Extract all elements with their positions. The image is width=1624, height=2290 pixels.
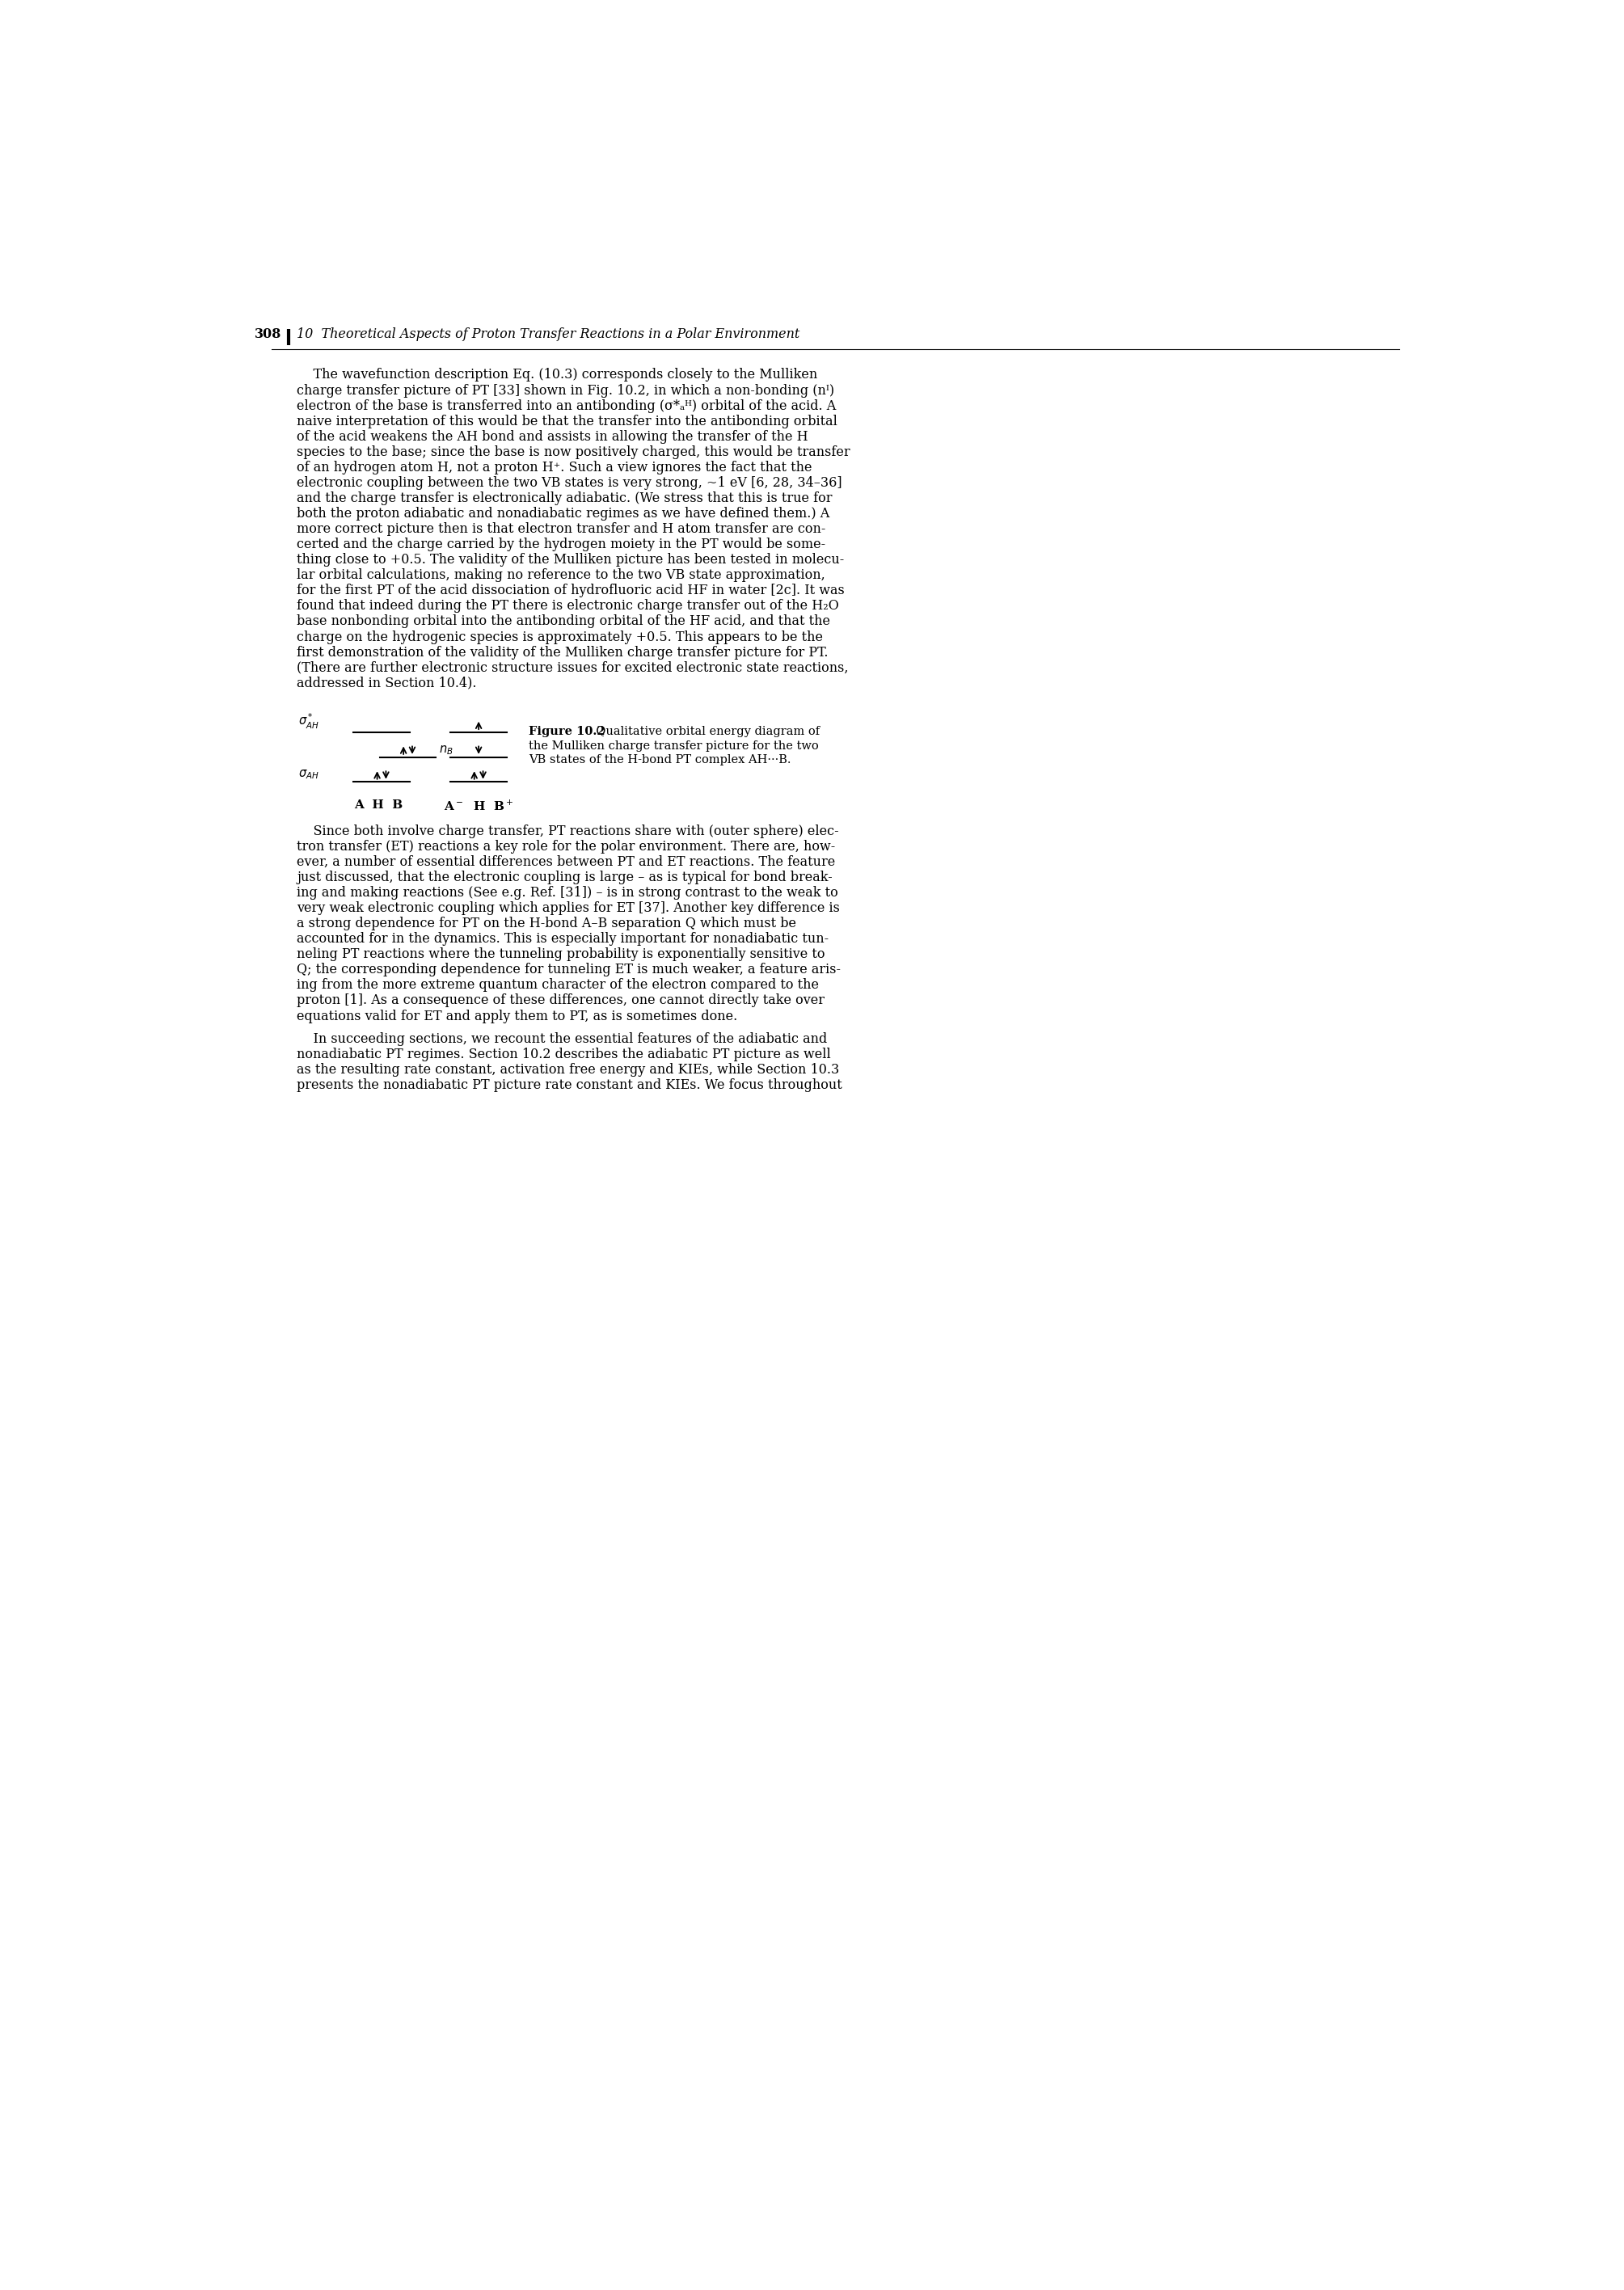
Text: Since both involve charge transfer, PT reactions share with (outer sphere) elec-: Since both involve charge transfer, PT r… [297,824,840,838]
Text: neling PT reactions where the tunneling probability is exponentially sensitive t: neling PT reactions where the tunneling … [297,948,825,962]
Text: $\sigma_{AH}$: $\sigma_{AH}$ [299,767,318,781]
Text: equations valid for ET and apply them to PT, as is sometimes done.: equations valid for ET and apply them to… [297,1010,737,1024]
Text: electronic coupling between the two VB states is very strong, ~1 eV [6, 28, 34–3: electronic coupling between the two VB s… [297,476,843,490]
Text: ever, a number of essential differences between PT and ET reactions. The feature: ever, a number of essential differences … [297,854,835,868]
Text: charge transfer picture of PT [33] shown in Fig. 10.2, in which a non-bonding (n: charge transfer picture of PT [33] shown… [297,382,835,396]
Text: very weak electronic coupling which applies for ET [37]. Another key difference : very weak electronic coupling which appl… [297,902,840,916]
Text: naive interpretation of this would be that the transfer into the antibonding orb: naive interpretation of this would be th… [297,414,838,428]
Text: of an hydrogen atom H, not a proton H⁺. Such a view ignores the fact that the: of an hydrogen atom H, not a proton H⁺. … [297,460,812,474]
Text: 10  Theoretical Aspects of Proton Transfer Reactions in a Polar Environment: 10 Theoretical Aspects of Proton Transfe… [297,327,801,341]
Text: species to the base; since the base is now positively charged, this would be tra: species to the base; since the base is n… [297,444,851,458]
Text: found that indeed during the PT there is electronic charge transfer out of the H: found that indeed during the PT there is… [297,600,840,614]
Text: base nonbonding orbital into the antibonding orbital of the HF acid, and that th: base nonbonding orbital into the antibon… [297,614,830,627]
Text: accounted for in the dynamics. This is especially important for nonadiabatic tun: accounted for in the dynamics. This is e… [297,932,828,946]
Text: as the resulting rate constant, activation free energy and KIEs, while Section 1: as the resulting rate constant, activati… [297,1063,840,1076]
Text: just discussed, that the electronic coupling is large – as is typical for bond b: just discussed, that the electronic coup… [297,870,833,884]
Text: more correct picture then is that electron transfer and H atom transfer are con-: more correct picture then is that electr… [297,522,827,536]
Text: a strong dependence for PT on the H-bond A–B separation Q which must be: a strong dependence for PT on the H-bond… [297,916,796,930]
Text: A  H  B: A H B [354,799,403,811]
Text: ing and making reactions (See e.g. Ref. [31]) – is in strong contrast to the wea: ing and making reactions (See e.g. Ref. … [297,886,838,900]
Text: and the charge transfer is electronically adiabatic. (We stress that this is tru: and the charge transfer is electronicall… [297,492,833,506]
Text: first demonstration of the validity of the Mulliken charge transfer picture for : first demonstration of the validity of t… [297,646,828,660]
Text: $n_B$: $n_B$ [438,744,453,756]
Text: thing close to +0.5. The validity of the Mulliken picture has been tested in mol: thing close to +0.5. The validity of the… [297,554,844,568]
Text: VB states of the H-bond PT complex AH···B.: VB states of the H-bond PT complex AH···… [529,753,791,765]
Text: Qualitative orbital energy diagram of: Qualitative orbital energy diagram of [588,726,820,737]
Text: addressed in Section 10.4).: addressed in Section 10.4). [297,676,477,689]
Text: of the acid weakens the AH bond and assists in allowing the transfer of the H: of the acid weakens the AH bond and assi… [297,431,809,444]
Text: tron transfer (ET) reactions a key role for the polar environment. There are, ho: tron transfer (ET) reactions a key role … [297,840,835,854]
Text: Figure 10.2: Figure 10.2 [529,726,606,737]
Text: electron of the base is transferred into an antibonding (σ*ₐᴴ) orbital of the ac: electron of the base is transferred into… [297,398,836,412]
Text: In succeeding sections, we recount the essential features of the adiabatic and: In succeeding sections, we recount the e… [297,1033,828,1047]
Text: presents the nonadiabatic PT picture rate constant and KIEs. We focus throughout: presents the nonadiabatic PT picture rat… [297,1079,843,1092]
Text: proton [1]. As a consequence of these differences, one cannot directly take over: proton [1]. As a consequence of these di… [297,994,825,1008]
Text: ing from the more extreme quantum character of the electron compared to the: ing from the more extreme quantum charac… [297,978,818,992]
Text: Q; the corresponding dependence for tunneling ET is much weaker, a feature aris-: Q; the corresponding dependence for tunn… [297,964,841,978]
Text: A$^-$  H  B$^+$: A$^-$ H B$^+$ [443,799,513,813]
Text: for the first PT of the acid dissociation of hydrofluoric acid HF in water [2c].: for the first PT of the acid dissociatio… [297,584,844,598]
Text: the Mulliken charge transfer picture for the two: the Mulliken charge transfer picture for… [529,740,818,751]
Text: both the proton adiabatic and nonadiabatic regimes as we have defined them.) A: both the proton adiabatic and nonadiabat… [297,506,830,520]
Text: nonadiabatic PT regimes. Section 10.2 describes the adiabatic PT picture as well: nonadiabatic PT regimes. Section 10.2 de… [297,1047,831,1060]
Text: (There are further electronic structure issues for excited electronic state reac: (There are further electronic structure … [297,662,849,676]
Text: 308: 308 [255,327,281,341]
Text: charge on the hydrogenic species is approximately +0.5. This appears to be the: charge on the hydrogenic species is appr… [297,630,823,643]
Text: certed and the charge carried by the hydrogen moiety in the PT would be some-: certed and the charge carried by the hyd… [297,538,825,552]
Text: $\sigma^*_{AH}$: $\sigma^*_{AH}$ [299,712,318,731]
Text: lar orbital calculations, making no reference to the two VB state approximation,: lar orbital calculations, making no refe… [297,568,825,582]
Text: The wavefunction description Eq. (10.3) corresponds closely to the Mulliken: The wavefunction description Eq. (10.3) … [297,369,818,382]
